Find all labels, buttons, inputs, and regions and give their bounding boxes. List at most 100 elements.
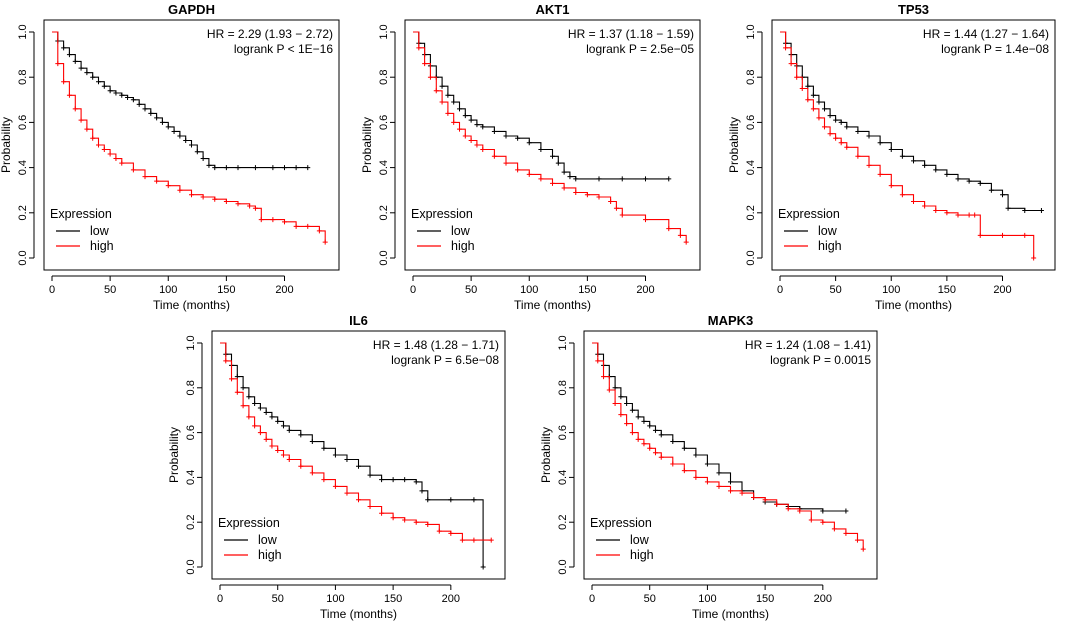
- censor-mark-low: [402, 477, 408, 483]
- censor-mark-low: [419, 488, 425, 494]
- censor-mark-low: [257, 405, 263, 411]
- censor-mark-low: [550, 153, 555, 159]
- chart-title: GAPDH: [168, 2, 215, 17]
- censor-mark-high: [258, 217, 264, 223]
- legend-title: Expression: [590, 516, 652, 530]
- censor-mark-high: [810, 106, 816, 112]
- legend-label-low: low: [90, 224, 110, 238]
- y-tick-label: 0.4: [185, 470, 197, 485]
- censor-mark-low: [641, 418, 647, 424]
- censor-mark-high: [246, 414, 252, 420]
- censor-mark-low: [561, 169, 567, 175]
- censor-mark-high: [107, 151, 113, 157]
- censor-mark-high: [561, 185, 567, 191]
- censor-mark-high: [436, 528, 442, 534]
- censor-mark-high: [427, 74, 433, 80]
- censor-mark-low: [413, 479, 419, 485]
- censor-mark-low: [844, 124, 850, 130]
- survival-curve-high: [220, 342, 492, 541]
- x-tick-label: 0: [589, 593, 595, 605]
- plot-frame: [43, 19, 340, 271]
- censor-mark-low: [293, 165, 299, 171]
- censor-mark-low: [480, 124, 486, 130]
- censor-mark-low: [555, 160, 561, 166]
- censor-mark-high: [177, 187, 183, 193]
- censor-mark-low: [966, 178, 972, 184]
- censor-mark-high: [601, 374, 607, 380]
- censor-mark-low: [820, 508, 826, 514]
- censor-mark-high: [827, 131, 833, 137]
- censor-mark-high: [425, 521, 431, 527]
- legend-label-high: high: [451, 239, 475, 253]
- censor-mark-low: [119, 92, 125, 98]
- y-tick-label: 0.2: [17, 205, 29, 220]
- censor-mark-high: [165, 183, 171, 189]
- censor-mark-high: [229, 376, 235, 382]
- censor-mark-high: [820, 519, 826, 525]
- y-tick-label: 0.8: [185, 380, 197, 395]
- y-tick-label: 0.0: [378, 250, 390, 265]
- censor-mark-high: [439, 99, 445, 105]
- legend-title: Expression: [778, 207, 840, 221]
- survival-curve-low: [592, 342, 846, 512]
- censor-mark-low: [269, 414, 275, 420]
- censor-mark-low: [240, 385, 246, 391]
- y-axis-label: Probability: [360, 117, 374, 173]
- censor-mark-low: [933, 167, 939, 173]
- censor-mark-high: [247, 203, 253, 209]
- y-tick-label: 0.0: [17, 250, 29, 265]
- y-tick-label: 1.0: [378, 24, 390, 39]
- x-tick-label: 50: [830, 284, 842, 296]
- censor-mark-low: [526, 140, 532, 146]
- censor-mark-high: [641, 441, 647, 447]
- legend-title: Expression: [411, 207, 473, 221]
- censor-mark-high: [799, 86, 805, 91]
- x-tick-label: 100: [698, 593, 716, 605]
- censor-mark-low: [246, 394, 252, 400]
- censor-mark-low: [252, 165, 258, 171]
- km-panel-mapk3: MAPK3 0.0 0.2 0.4 0.6 0.8 1.0 Probability 0 50 100…: [539, 313, 878, 621]
- censor-mark-high: [223, 199, 229, 204]
- censor-mark-high: [977, 232, 983, 238]
- censor-mark-high: [480, 147, 486, 153]
- km-panel-gapdh: GAPDH 0.0 0.2 0.4 0.6 0.8 1.0 Probability 0 50 100…: [0, 2, 340, 312]
- censor-mark-high: [843, 530, 849, 536]
- y-tick-label: 1.0: [557, 335, 569, 350]
- censor-mark-high: [855, 153, 861, 159]
- chart-title: AKT1: [536, 2, 570, 17]
- censor-mark-low: [652, 427, 658, 433]
- censor-mark-low: [96, 79, 101, 85]
- censor-mark-high: [681, 468, 687, 474]
- censor-mark-low: [309, 439, 315, 445]
- censor-mark-high: [212, 196, 218, 202]
- censor-mark-low: [618, 394, 624, 400]
- censor-mark-low: [666, 176, 672, 182]
- censor-mark-low: [142, 106, 148, 112]
- censor-mark-high: [515, 167, 521, 173]
- censor-mark-high: [390, 515, 396, 521]
- censor-mark-high: [606, 387, 612, 393]
- censor-mark-high: [670, 461, 676, 467]
- censor-mark-low: [468, 117, 474, 123]
- censor-mark-low: [944, 171, 950, 177]
- censor-mark-high: [608, 199, 614, 204]
- logrank-p-text: logrank P < 1E−16: [234, 42, 334, 56]
- y-tick-label: 0.8: [17, 70, 29, 85]
- y-tick-label: 0.6: [378, 115, 390, 130]
- censor-mark-high: [808, 517, 814, 523]
- censor-mark-high: [805, 97, 811, 103]
- x-tick-label: 150: [217, 284, 235, 296]
- censor-mark-low: [84, 70, 90, 76]
- censor-mark-high: [257, 430, 263, 436]
- legend-title: Expression: [50, 207, 112, 221]
- legend-label-low: low: [818, 224, 838, 238]
- legend-title: Expression: [218, 516, 280, 530]
- censor-mark-high: [235, 201, 241, 207]
- censor-mark-low: [280, 423, 286, 429]
- plot-frame: [211, 330, 506, 580]
- censor-mark-high: [618, 412, 624, 418]
- legend-label-low: low: [630, 533, 650, 547]
- censor-mark-high: [783, 45, 789, 51]
- censor-mark-high: [797, 508, 803, 514]
